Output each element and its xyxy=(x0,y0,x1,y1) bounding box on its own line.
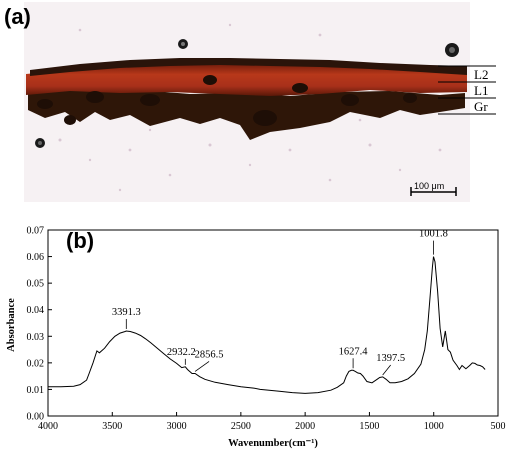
plot-area: 4000 3500 3000 2500 2000 1500 1000 500 0.00 0.01 0… xyxy=(27,226,506,433)
peak-label-1001.8: 1001.8 xyxy=(419,229,448,240)
scale-bar-label: 100 μm xyxy=(414,181,444,191)
peak-label-2856.5: 2856.5 xyxy=(195,349,224,360)
y-axis-label: Absorbance xyxy=(6,298,17,352)
peak-label-1397.5: 1397.5 xyxy=(376,353,405,364)
layer-label-l1: L1 xyxy=(474,83,488,98)
x-tick-label-2500: 2500 xyxy=(231,421,251,432)
peak-label-3391.3: 3391.3 xyxy=(112,307,141,318)
background-speckles xyxy=(58,23,442,192)
cross-section-micrograph: L2 L1 Gr 100 μm (a) xyxy=(4,2,496,202)
y-tick-label-0.01: 0.01 xyxy=(27,385,45,396)
layer-boundary-lines xyxy=(438,65,496,115)
y-tick-label-0.07: 0.07 xyxy=(27,226,45,237)
dark-particles xyxy=(37,75,417,126)
y-tick-label-0.00: 0.00 xyxy=(27,412,45,423)
peak-leader-2856.5 xyxy=(194,361,210,372)
peak-leader-1397.5 xyxy=(382,364,391,376)
y-tick-label-0.04: 0.04 xyxy=(27,305,45,316)
y-tick-label-0.06: 0.06 xyxy=(27,252,45,263)
x-tick-label-2000: 2000 xyxy=(295,421,315,432)
panel-label-b: (b) xyxy=(66,228,94,253)
x-axis-label: Wavenumber(cm⁻¹) xyxy=(228,438,318,449)
x-tick-label-500: 500 xyxy=(491,421,506,432)
scale-bar xyxy=(410,187,457,196)
x-tick-label-1500: 1500 xyxy=(359,421,379,432)
dark-surface-layer-l2 xyxy=(30,58,467,76)
panel-label-a: (a) xyxy=(4,4,31,29)
x-tick-label-3000: 3000 xyxy=(167,421,187,432)
peak-label-1627.4: 1627.4 xyxy=(339,346,369,357)
x-tick-label-1000: 1000 xyxy=(424,421,444,432)
y-tick-label-0.03: 0.03 xyxy=(27,332,45,343)
x-tick-label-3500: 3500 xyxy=(102,421,122,432)
y-tick-label-0.05: 0.05 xyxy=(27,279,45,290)
layer-label-gr: Gr xyxy=(474,99,488,114)
y-tick-label-0.02: 0.02 xyxy=(27,358,45,369)
layer-label-l2: L2 xyxy=(474,67,488,82)
peak-label-2932.2: 2932.2 xyxy=(167,347,196,358)
air-bubbles xyxy=(35,39,459,148)
plot-frame xyxy=(47,229,499,417)
spectrum-line-0 xyxy=(48,256,486,394)
x-tick-label-4000: 4000 xyxy=(38,421,58,432)
ftir-spectrum-chart: 4000 3500 3000 2500 2000 1500 1000 500 0.00 0.01 0… xyxy=(6,226,506,450)
red-pigment-layer-l1 xyxy=(26,63,467,96)
